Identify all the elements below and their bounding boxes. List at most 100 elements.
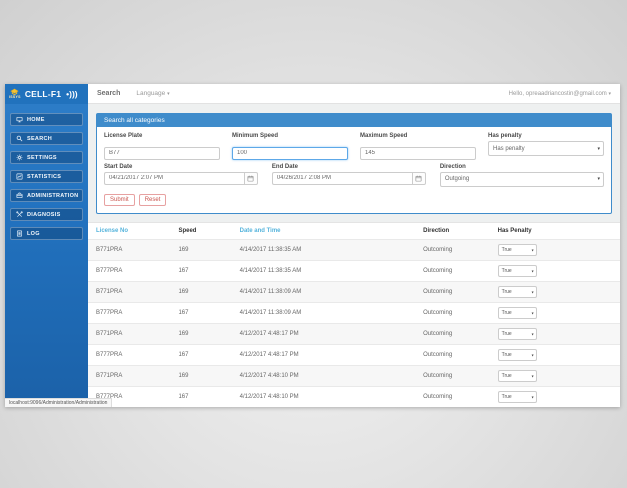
cell-speed: 167 — [178, 393, 189, 400]
table-row: B771PRA 169 4/14/2017 11:38:35 AM Outcom… — [88, 238, 620, 260]
license-plate-input[interactable] — [104, 146, 220, 160]
list-icon — [16, 230, 23, 237]
chevron-down-icon: ▾ — [531, 394, 534, 399]
sidebar-item-label: HOME — [27, 116, 45, 123]
table-row: B771PRA 169 4/14/2017 11:38:09 AM Outcom… — [88, 280, 620, 302]
minimum-speed-input[interactable] — [232, 146, 348, 160]
cell-license: B777PRA — [96, 309, 123, 316]
cell-license: B777PRA — [96, 393, 123, 400]
chevron-down-icon: ▾ — [531, 352, 534, 357]
penalty-select[interactable]: True ▾ — [497, 348, 537, 361]
penalty-select[interactable]: True ▾ — [497, 285, 537, 298]
column-header-direction: Direction — [423, 227, 450, 234]
cell-speed: 169 — [178, 330, 189, 337]
start-date-label: Start Date — [104, 163, 133, 170]
chevron-down-icon: ▾ — [531, 289, 534, 294]
signal-waves-icon: •))) — [66, 89, 78, 99]
table-row: B777PRA 167 4/14/2017 11:38:09 AM Outcom… — [88, 301, 620, 323]
cell-license: B771PRA — [96, 330, 123, 337]
cell-direction: Outcoming — [423, 246, 453, 253]
sidebar-item-administration[interactable]: ADMINISTRATION — [10, 189, 83, 202]
brand-logo-label: ISSYS — [9, 95, 21, 100]
table-row: B771PRA 169 4/12/2017 4:48:10 PM Outcomi… — [88, 364, 620, 386]
sidebar-item-label: SEARCH — [27, 135, 53, 142]
chevron-down-icon: ▾ — [597, 145, 600, 152]
language-dropdown[interactable]: Language ▾ — [136, 90, 170, 97]
has-penalty-select[interactable]: Has penalty ▾ — [488, 141, 604, 156]
user-menu[interactable]: Hello, opreaadriancostin@gmail.com ▾ — [508, 90, 611, 97]
chevron-down-icon: ▾ — [608, 90, 611, 97]
start-date-input[interactable] — [104, 171, 244, 185]
chevron-down-icon: ▾ — [597, 176, 600, 182]
sidebar-item-label: DIAGNOSIS — [27, 211, 61, 218]
chevron-down-icon: ▾ — [167, 91, 170, 97]
maximum-speed-input[interactable] — [360, 146, 476, 160]
sidebar-item-label: LOG — [27, 230, 40, 237]
cell-speed: 167 — [178, 351, 189, 358]
cell-speed: 169 — [178, 246, 189, 253]
calendar-icon[interactable] — [243, 171, 258, 185]
table-row: B777PRA 167 4/12/2017 4:48:10 PM Outcomi… — [88, 385, 620, 407]
chevron-down-icon: ▾ — [531, 373, 534, 378]
calendar-icon[interactable] — [411, 171, 426, 185]
cell-datetime: 4/12/2017 4:48:17 PM — [239, 351, 299, 358]
briefcase-icon — [16, 192, 23, 199]
column-header-license-no[interactable]: License No — [96, 227, 129, 234]
topbar: Search Language ▾ Hello, opreaadriancost… — [88, 84, 620, 104]
table-header-row: License No Speed Date and Time Direction… — [88, 223, 620, 239]
cell-license: B771PRA — [96, 246, 123, 253]
cell-speed: 169 — [178, 288, 189, 295]
has-penalty-label: Has penalty — [488, 133, 522, 139]
chevron-down-icon: ▾ — [531, 310, 534, 315]
cell-speed: 169 — [178, 372, 189, 379]
sidebar-item-search[interactable]: SEARCH — [10, 132, 83, 145]
brand-name: CELL-F1 — [24, 89, 62, 99]
reset-button[interactable]: Reset — [138, 193, 167, 206]
table-row: B777PRA 167 4/14/2017 11:38:35 AM Outcom… — [88, 259, 620, 281]
cell-datetime: 4/14/2017 11:38:35 AM — [239, 267, 302, 274]
penalty-select[interactable]: True ▾ — [497, 264, 537, 277]
cell-datetime: 4/12/2017 4:48:10 PM — [239, 372, 299, 379]
sidebar-item-label: STATISTICS — [27, 173, 62, 180]
end-date-input[interactable] — [271, 171, 412, 185]
direction-label: Direction — [439, 163, 466, 170]
search-icon — [16, 135, 23, 142]
column-header-date-time[interactable]: Date and Time — [239, 227, 281, 234]
cell-datetime: 4/14/2017 11:38:35 AM — [239, 246, 302, 253]
cell-license: B777PRA — [96, 351, 123, 358]
sidebar-item-home[interactable]: HOME — [10, 113, 83, 126]
submit-button[interactable]: Submit — [104, 193, 135, 206]
license-plate-label: License Plate — [104, 133, 143, 139]
home-icon — [16, 116, 23, 123]
chevron-down-icon: ▾ — [531, 331, 534, 336]
minimum-speed-label: Minimum Speed — [232, 133, 279, 139]
penalty-select[interactable]: True ▾ — [497, 369, 537, 382]
sidebar-item-diagnosis[interactable]: DIAGNOSIS — [10, 208, 83, 221]
sidebar-item-settings[interactable]: SETTINGS — [10, 151, 83, 164]
sidebar-item-log[interactable]: LOG — [10, 227, 83, 240]
cell-license: B771PRA — [96, 372, 123, 379]
penalty-select[interactable]: True ▾ — [497, 306, 537, 319]
cell-direction: Outcoming — [423, 309, 453, 316]
chart-icon — [16, 173, 23, 180]
table-row: B777PRA 167 4/12/2017 4:48:17 PM Outcomi… — [88, 343, 620, 365]
issys-logo-icon: ISSYS — [9, 88, 21, 100]
cell-direction: Outcoming — [423, 393, 453, 400]
search-panel: Search all categories License Plate Mini… — [96, 113, 612, 214]
cell-direction: Outcoming — [423, 288, 453, 295]
penalty-select[interactable]: True ▾ — [497, 390, 537, 403]
maximum-speed-label: Maximum Speed — [360, 133, 408, 139]
sidebar-item-statistics[interactable]: STATISTICS — [10, 170, 83, 183]
penalty-select[interactable]: True ▾ — [497, 243, 537, 256]
direction-select[interactable]: Outgoing ▾ — [439, 171, 604, 187]
sidebar-item-label: ADMINISTRATION — [27, 192, 79, 199]
cell-datetime: 4/12/2017 4:48:10 PM — [239, 393, 299, 400]
column-header-has-penalty: Has Penalty — [497, 227, 532, 234]
browser-status-bar: localhost:9096/Administration/Administra… — [5, 398, 113, 407]
penalty-select[interactable]: True ▾ — [497, 327, 537, 340]
app-window: ISSYS CELL-F1 •))) HOME SEARCH — [5, 84, 620, 407]
brand-link[interactable]: ISSYS CELL-F1 •))) — [5, 84, 88, 104]
sidebar-item-label: SETTINGS — [27, 154, 57, 161]
cell-license: B777PRA — [96, 267, 123, 274]
